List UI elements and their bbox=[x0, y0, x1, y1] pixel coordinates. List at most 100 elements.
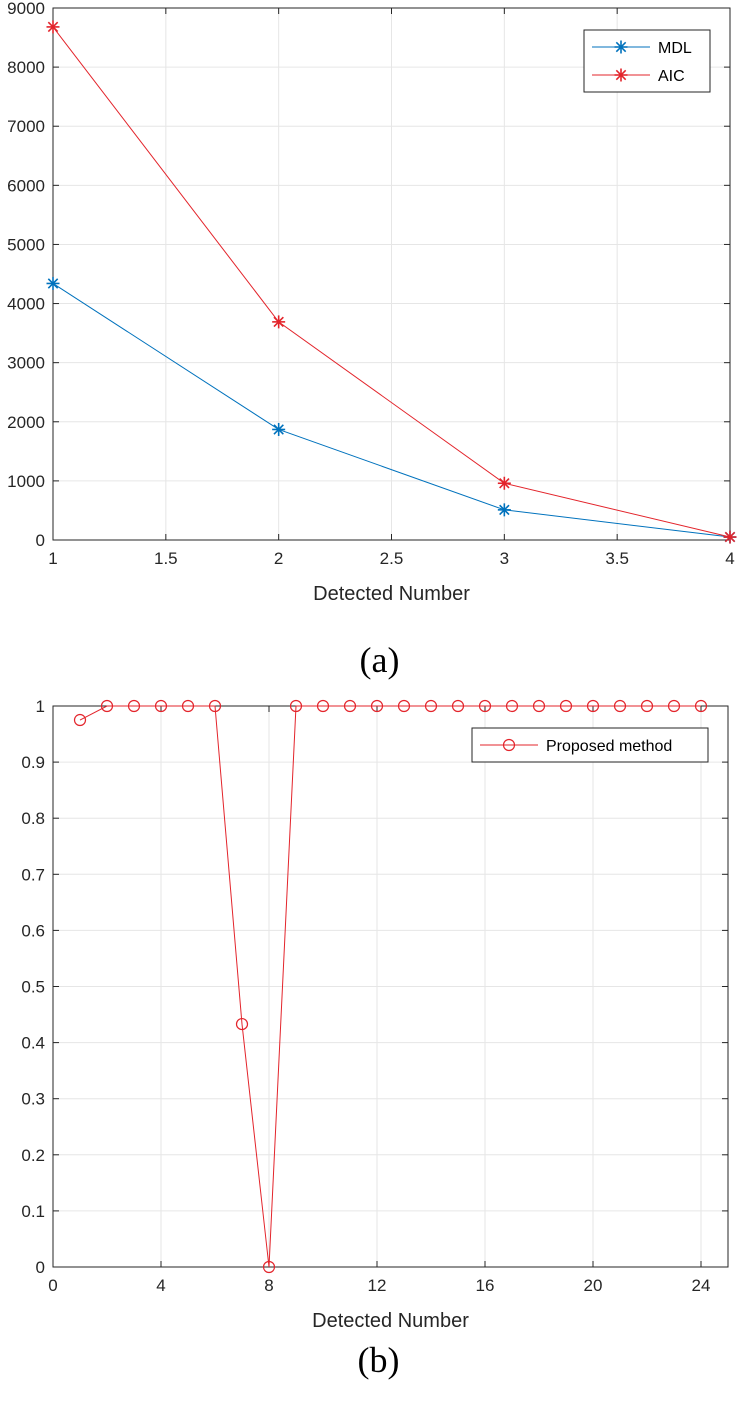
x-tick-label: 0 bbox=[48, 1276, 57, 1295]
x-axis-label: Detected Number bbox=[312, 1310, 469, 1332]
data-point bbox=[272, 422, 286, 436]
data-point bbox=[723, 530, 737, 544]
marker-stroke bbox=[273, 316, 284, 328]
figure-b: 0 4 8 12 16 20 24 0 0.1 0.2 0.3 0.4 0.5 0.6 0.7 0.8 0.9 1… bbox=[0, 690, 739, 1407]
y-tick-label: 8000 bbox=[7, 58, 45, 77]
data-point bbox=[613, 699, 627, 713]
data-point bbox=[73, 713, 87, 727]
data-point bbox=[154, 699, 168, 713]
data-point bbox=[586, 699, 600, 713]
x-tick-label: 1.5 bbox=[154, 549, 178, 568]
series-line bbox=[52, 283, 731, 538]
legend: MDL AIC bbox=[583, 29, 711, 93]
x-tick-label: 2.5 bbox=[380, 549, 404, 568]
data-point bbox=[532, 699, 546, 713]
chart-b: 0 4 8 12 16 20 24 0 0.1 0.2 0.3 0.4 0.5 0.6 0.7 0.8 0.9 1… bbox=[21, 697, 729, 1380]
data-point bbox=[667, 699, 681, 713]
legend-item: AIC bbox=[592, 68, 685, 85]
y-tick-label: 1 bbox=[36, 697, 45, 716]
y-tick-label: 0.1 bbox=[21, 1202, 45, 1221]
x-tick-label: 16 bbox=[476, 1276, 495, 1295]
data-point bbox=[46, 276, 60, 290]
marker-stroke bbox=[499, 504, 510, 516]
data-point bbox=[289, 699, 303, 713]
legend-box bbox=[583, 29, 711, 93]
x-tick-label: 4 bbox=[156, 1276, 165, 1295]
y-tick-label: 0.5 bbox=[21, 978, 45, 997]
data-point bbox=[370, 699, 384, 713]
y-tick-label: 5000 bbox=[7, 235, 45, 254]
legend-label: AIC bbox=[658, 68, 685, 85]
x-tick-label: 3.5 bbox=[605, 549, 629, 568]
legend-label: Proposed method bbox=[546, 738, 672, 755]
x-tick-label: 20 bbox=[584, 1276, 603, 1295]
data-point bbox=[505, 699, 519, 713]
y-tick-label: 0.4 bbox=[21, 1034, 45, 1053]
marker-stroke bbox=[273, 424, 284, 435]
legend-label: MDL bbox=[658, 40, 692, 57]
y-tick-label: 0.8 bbox=[21, 809, 45, 828]
chart-a: 1 1.5 2 2.5 3 3.5 4 0 1000 2000 3000 4000 5000 6000 70… bbox=[7, 0, 737, 680]
marker-stroke bbox=[615, 41, 627, 53]
figure-caption: (b) bbox=[358, 1340, 400, 1380]
data-point bbox=[262, 1260, 276, 1274]
marker-stroke bbox=[47, 21, 59, 33]
marker-stroke bbox=[615, 69, 627, 81]
y-tick-label: 6000 bbox=[7, 176, 45, 195]
data-point bbox=[497, 503, 511, 517]
data-point bbox=[181, 699, 195, 713]
series-line bbox=[52, 26, 731, 538]
x-tick-label: 3 bbox=[500, 549, 509, 568]
y-tick-label: 3000 bbox=[7, 354, 45, 373]
data-point bbox=[397, 699, 411, 713]
data-point bbox=[640, 699, 654, 713]
data-point bbox=[614, 40, 628, 54]
series-line bbox=[79, 705, 701, 1268]
x-tick-label: 8 bbox=[264, 1276, 273, 1295]
y-tick-label: 0.2 bbox=[21, 1146, 45, 1165]
y-tick-label: 0.6 bbox=[21, 921, 45, 940]
legend: Proposed method bbox=[471, 727, 709, 763]
legend-item: MDL bbox=[592, 40, 692, 57]
data-point bbox=[100, 699, 114, 713]
data-point bbox=[497, 476, 511, 490]
x-tick-label: 12 bbox=[368, 1276, 387, 1295]
x-tick-label: 1 bbox=[48, 549, 57, 568]
x-tick-label: 2 bbox=[274, 549, 283, 568]
data-point bbox=[343, 699, 357, 713]
x-tick-label: 4 bbox=[725, 549, 734, 568]
data-point bbox=[46, 20, 60, 34]
data-point bbox=[272, 315, 286, 329]
marker-stroke bbox=[47, 278, 59, 289]
series-proposed-method bbox=[73, 699, 708, 1274]
y-tick-label: 0 bbox=[36, 1258, 45, 1277]
y-tick-label: 9000 bbox=[7, 0, 45, 18]
y-tick-label: 1000 bbox=[7, 472, 45, 491]
y-tick-label: 0.7 bbox=[21, 865, 45, 884]
data-point bbox=[316, 699, 330, 713]
data-point bbox=[235, 1017, 249, 1031]
data-point bbox=[614, 68, 628, 82]
data-point bbox=[127, 699, 141, 713]
marker-stroke bbox=[724, 531, 736, 543]
x-axis-label: Detected Number bbox=[313, 583, 470, 605]
data-point bbox=[694, 699, 708, 713]
y-tick-label: 0.9 bbox=[21, 753, 45, 772]
data-point bbox=[451, 699, 465, 713]
figure-caption: (a) bbox=[360, 640, 400, 680]
data-point bbox=[559, 699, 573, 713]
figure-a: 1 1.5 2 2.5 3 3.5 4 0 1000 2000 3000 4000 5000 6000 70… bbox=[0, 0, 739, 690]
data-point bbox=[478, 699, 492, 713]
data-point bbox=[424, 699, 438, 713]
y-tick-label: 7000 bbox=[7, 117, 45, 136]
y-tick-label: 0 bbox=[36, 531, 45, 550]
series-aic bbox=[46, 20, 737, 544]
data-point bbox=[208, 699, 222, 713]
data-point bbox=[502, 738, 516, 752]
y-tick-label: 4000 bbox=[7, 295, 45, 314]
marker-stroke bbox=[499, 478, 510, 489]
legend-item: Proposed method bbox=[480, 738, 672, 755]
y-tick-label: 0.3 bbox=[21, 1090, 45, 1109]
x-tick-label: 24 bbox=[692, 1276, 711, 1295]
y-tick-label: 2000 bbox=[7, 413, 45, 432]
